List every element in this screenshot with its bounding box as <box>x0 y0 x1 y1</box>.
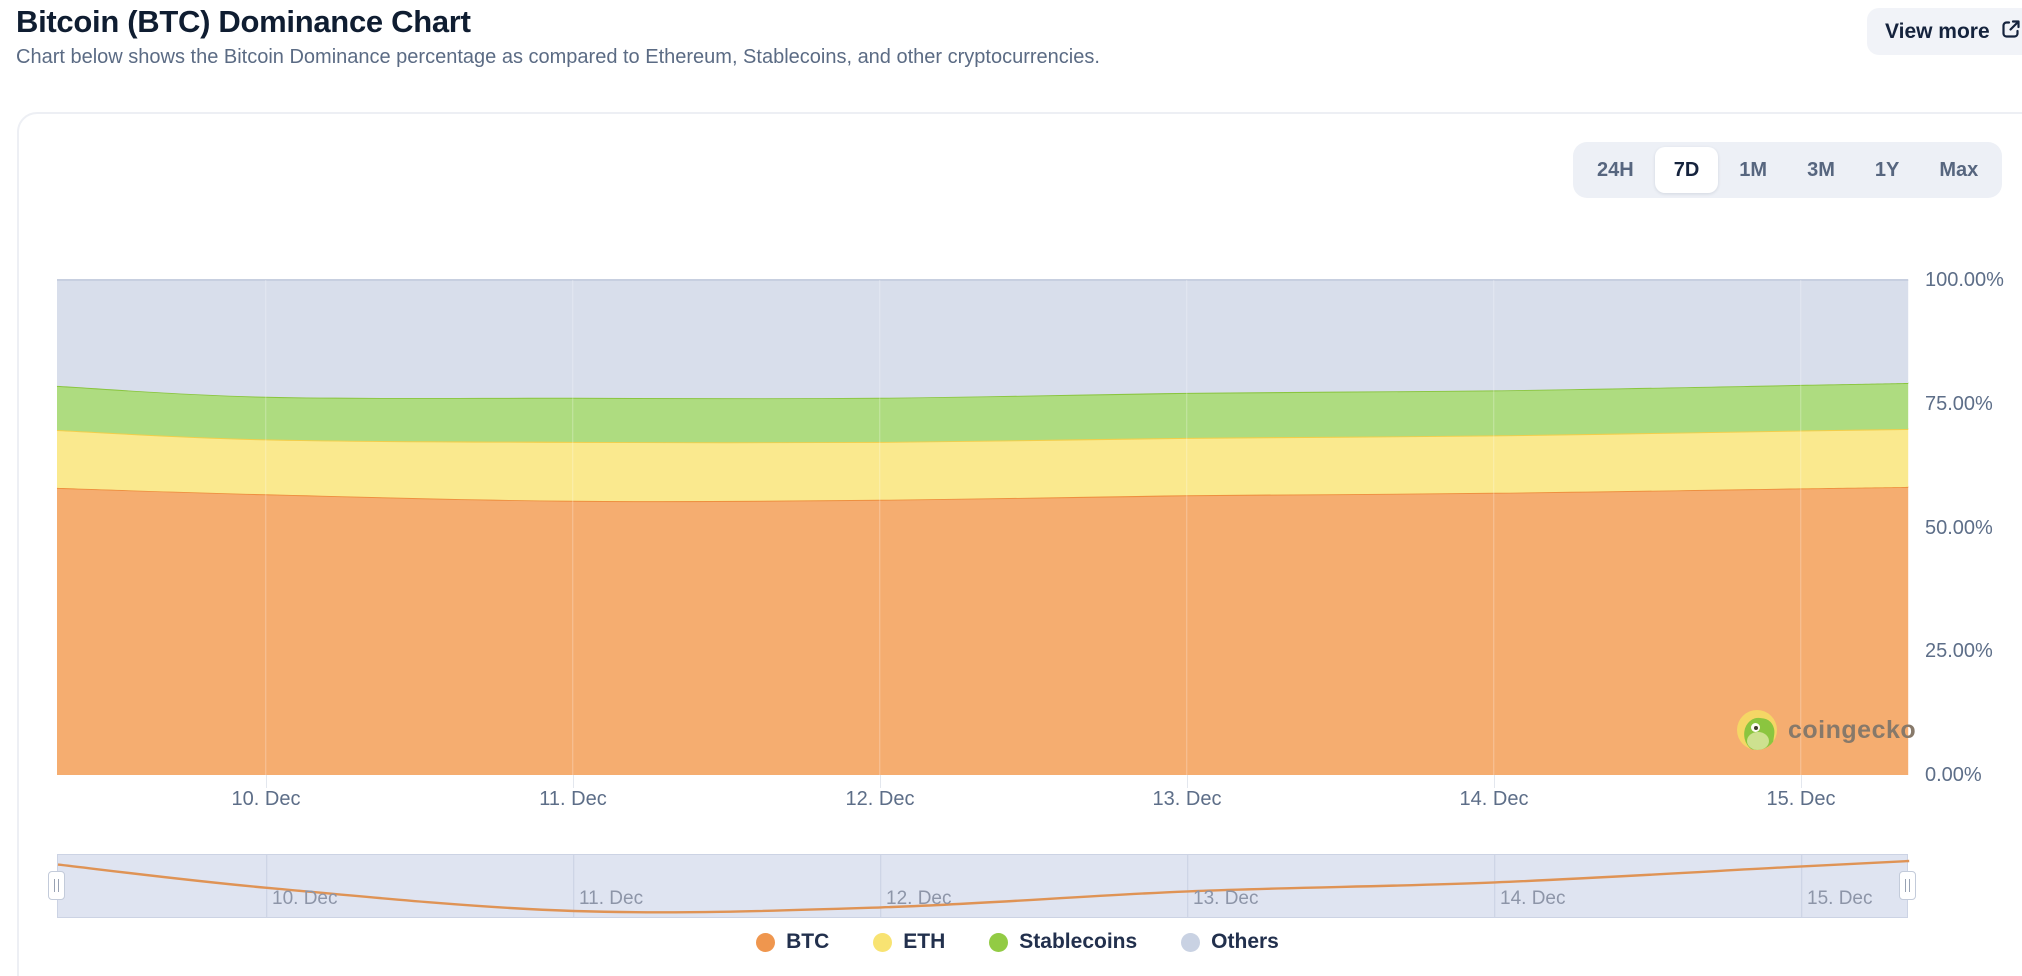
range-button-1m[interactable]: 1M <box>1720 147 1786 193</box>
navigator-label: 13. Dec <box>1193 888 1259 909</box>
area-others <box>57 280 1909 399</box>
x-tick <box>1494 775 1495 788</box>
legend-item-eth[interactable]: ETH <box>873 930 945 954</box>
navigator-label: 12. Dec <box>886 888 952 909</box>
others-legend-dot-icon <box>1181 932 1201 952</box>
range-button-3m[interactable]: 3M <box>1788 147 1854 193</box>
external-link-icon <box>2000 18 2022 46</box>
area-btc <box>57 486 1909 775</box>
x-tick <box>266 775 267 788</box>
navigator-label: 11. Dec <box>579 888 644 909</box>
page-subtitle: Chart below shows the Bitcoin Dominance … <box>16 46 1100 68</box>
legend-item-btc[interactable]: BTC <box>756 930 829 954</box>
stablecoins-legend-dot-icon <box>989 932 1009 952</box>
legend-label-others: Others <box>1211 930 1279 953</box>
y-axis-label-50: 50.00% <box>1925 517 1993 539</box>
view-more-label: View more <box>1885 19 1990 43</box>
time-range-selector: 24H 7D 1M 3M 1Y Max <box>1573 142 2003 198</box>
legend-label-btc: BTC <box>786 930 830 953</box>
watermark-label: coingecko <box>1788 715 1917 744</box>
range-button-max[interactable]: Max <box>1920 147 1997 193</box>
navigator-handle-right[interactable] <box>1899 871 1916 900</box>
x-tick <box>573 775 574 788</box>
coingecko-watermark: coingecko <box>1737 710 1916 750</box>
eth-legend-dot-icon <box>873 932 893 952</box>
y-axis-label-0: 0.00% <box>1925 764 1982 786</box>
navigator-btc-line <box>57 859 1910 914</box>
x-axis-label: 10. Dec <box>231 788 301 810</box>
range-button-1y[interactable]: 1Y <box>1856 147 1918 193</box>
view-more-button[interactable]: View more <box>1867 8 2022 55</box>
x-axis-label: 13. Dec <box>1152 788 1222 810</box>
area-eth <box>57 429 1909 502</box>
range-button-7d[interactable]: 7D <box>1654 147 1719 193</box>
x-axis-label: 15. Dec <box>1766 788 1836 810</box>
legend-item-stablecoins[interactable]: Stablecoins <box>989 930 1137 954</box>
legend-item-others[interactable]: Others <box>1181 930 1279 954</box>
chart-legend: BTC ETH Stablecoins Others <box>92 930 1943 954</box>
btc-legend-dot-icon <box>756 932 776 952</box>
x-tick <box>880 775 881 788</box>
navigator-label: 10. Dec <box>272 888 338 909</box>
plot-area[interactable] <box>56 279 1909 775</box>
stacked-area-chart <box>56 279 1909 775</box>
navigator-label: 15. Dec <box>1807 888 1873 909</box>
navigator-label: 14. Dec <box>1500 888 1566 909</box>
y-axis-label-25: 25.00% <box>1925 640 1993 662</box>
x-axis-label: 14. Dec <box>1459 788 1529 810</box>
legend-label-eth: ETH <box>903 930 946 953</box>
y-axis-label-100: 100.00% <box>1925 269 2004 291</box>
x-axis-label: 11. Dec <box>539 788 607 810</box>
x-tick <box>1801 775 1802 788</box>
y-axis-label-75: 75.00% <box>1925 393 1993 415</box>
page-title: Bitcoin (BTC) Dominance Chart <box>16 4 471 39</box>
x-axis-label: 12. Dec <box>845 788 915 810</box>
navigator-chart <box>57 855 1910 917</box>
range-button-24h[interactable]: 24H <box>1578 147 1653 193</box>
legend-label-stablecoins: Stablecoins <box>1019 930 1138 953</box>
coingecko-logo-icon <box>1737 710 1777 750</box>
navigator-handle-left[interactable] <box>48 871 65 900</box>
x-tick <box>1187 775 1188 788</box>
navigator-track[interactable] <box>57 854 1910 918</box>
